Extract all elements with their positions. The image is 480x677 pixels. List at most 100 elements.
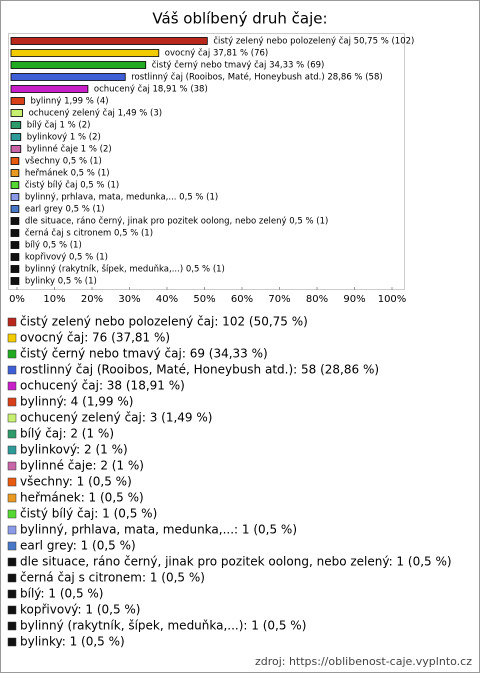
legend-swatch — [7, 637, 17, 647]
legend-swatch — [7, 429, 17, 439]
bar — [10, 37, 208, 45]
bar — [10, 205, 20, 213]
x-tick-label: 90% — [343, 294, 365, 305]
legend-label: bylinný, prhlava, mata, medunka,...: 1 (… — [20, 523, 297, 537]
legend-swatch — [7, 525, 17, 535]
bar-label: ochucený zelený čaj 1,49 % (3) — [29, 108, 162, 119]
bar-label: bílý 0,5 % (1) — [25, 241, 82, 251]
source: zdroj: https://oblibenost-caje.vyplnto.c… — [255, 655, 472, 668]
bar-label: dle situace, ráno černý, jinak pro pozit… — [25, 216, 328, 227]
bar-label: bylinné čaje 1 % (2) — [27, 144, 112, 155]
legend-label: rostlinný čaj (Rooibos, Maté, Honeybush … — [20, 363, 379, 377]
plot-frame — [8, 33, 405, 290]
x-tick-label: 0% — [9, 294, 25, 305]
legend-swatch — [7, 445, 17, 455]
x-tick-label: 10% — [43, 294, 65, 305]
bar-label: čistý černý nebo tmavý čaj 34,33 % (69) — [152, 60, 325, 71]
bar — [10, 157, 20, 165]
legend-label: všechny: 1 (0,5 %) — [20, 475, 132, 489]
bar-label: bylinný, prhlava, mata, medunka,... 0,5 … — [25, 193, 218, 203]
bar — [10, 181, 20, 189]
bar-label: ovocný čaj 37,81 % (76) — [165, 48, 268, 59]
x-tick-label: 20% — [81, 294, 103, 305]
bar — [10, 61, 147, 69]
bar — [10, 265, 20, 273]
x-tick-label: 70% — [268, 294, 290, 305]
legend-label: dle situace, ráno černý, jinak pro pozit… — [20, 555, 452, 569]
x-tick-label: 80% — [306, 294, 328, 305]
bar — [10, 85, 89, 93]
bar-label: heřmánek 0,5 % (1) — [25, 169, 110, 179]
bar — [10, 97, 25, 105]
bar-label: všechny 0,5 % (1) — [25, 156, 102, 167]
x-tick-label: 100% — [378, 294, 407, 305]
legend-label: ovocný čaj: 76 (37,81 %) — [20, 331, 170, 345]
bar-label: bylinný 1,99 % (4) — [30, 97, 108, 107]
legend-label: bylinný (rakytník, šípek, meduňka,...): … — [20, 619, 306, 633]
bar — [10, 277, 20, 285]
x-tick-label: 50% — [193, 294, 215, 305]
legend-label: ochucený zelený čaj: 3 (1,49 %) — [20, 411, 212, 425]
legend-swatch — [7, 349, 17, 359]
legend-label: bylinky: 1 (0,5 %) — [20, 635, 125, 649]
bar — [10, 241, 20, 249]
bar-label: kopřivový 0,5 % (1) — [25, 253, 108, 263]
legend-swatch — [7, 589, 17, 599]
bar — [10, 109, 23, 117]
bar-label: ochucený čaj 18,91 % (38) — [94, 84, 208, 95]
bar-label: bylinkový 1 % (2) — [27, 133, 101, 143]
bar — [10, 217, 20, 225]
bar — [10, 49, 160, 57]
x-tick-label: 30% — [118, 294, 140, 305]
legend-swatch — [7, 493, 17, 503]
legend-label: čistý bílý čaj: 1 (0,5 %) — [20, 507, 157, 521]
legend-swatch — [7, 333, 17, 343]
bar — [10, 73, 126, 81]
bar-label: čistý zelený nebo polozelený čaj 50,75 %… — [213, 36, 414, 47]
legend-label: heřmánek: 1 (0,5 %) — [20, 491, 144, 505]
legend-label: bylinný: 4 (1,99 %) — [20, 395, 133, 409]
bar-label: earl grey 0,5 % (1) — [25, 205, 105, 215]
legend-swatch — [7, 541, 17, 551]
legend-swatch — [7, 317, 17, 327]
bar-label: bílý čaj 1 % (2) — [27, 120, 91, 131]
legend-swatch — [7, 509, 17, 519]
legend-label: bílý: 1 (0,5 %) — [20, 587, 103, 601]
legend-label: bylinné čaje: 2 (1 %) — [20, 459, 144, 473]
legend-swatch — [7, 413, 17, 423]
legend-label: bylinkový: 2 (1 %) — [20, 443, 128, 457]
bar-label: rostlinný čaj (Rooibos, Maté, Honeybush … — [131, 72, 382, 83]
legend-label: ochucený čaj: 38 (18,91 %) — [20, 379, 185, 393]
bar — [10, 169, 20, 177]
legend-swatch — [7, 605, 17, 615]
chart-title: Váš oblíbený druh čaje: — [152, 10, 327, 28]
legend-label: kopřivový: 1 (0,5 %) — [20, 603, 141, 617]
legend-swatch — [7, 365, 17, 375]
legend-swatch — [7, 621, 17, 631]
legend-label: čistý černý nebo tmavý čaj: 69 (34,33 %) — [20, 347, 268, 361]
legend-swatch — [7, 381, 17, 391]
legend-swatch — [7, 461, 17, 471]
bar — [10, 229, 20, 237]
bar — [10, 145, 22, 153]
bar-label: bylinný (rakytník, šípek, meduňka,...) 0… — [25, 264, 225, 275]
bar-label: čistý bílý čaj 0,5 % (1) — [25, 180, 119, 191]
legend-label: černá čaj s citronem: 1 (0,5 %) — [20, 571, 205, 585]
bar — [10, 133, 22, 141]
x-tick-label: 60% — [231, 294, 253, 305]
legend-label: earl grey: 1 (0,5 %) — [20, 539, 136, 553]
bar-label: černá čaj s citronem 0,5 % (1) — [25, 228, 153, 239]
legend-label: bílý čaj: 2 (1 %) — [20, 427, 114, 441]
x-tick-label: 40% — [156, 294, 178, 305]
legend-swatch — [7, 397, 17, 407]
bar — [10, 121, 22, 129]
legend-swatch — [7, 557, 17, 567]
bar — [10, 193, 20, 201]
legend-swatch — [7, 477, 17, 487]
bar — [10, 253, 20, 261]
legend-swatch — [7, 573, 17, 583]
bar-label: bylinky 0,5 % (1) — [25, 277, 97, 287]
legend-label: čistý zelený nebo polozelený čaj: 102 (5… — [20, 315, 308, 329]
